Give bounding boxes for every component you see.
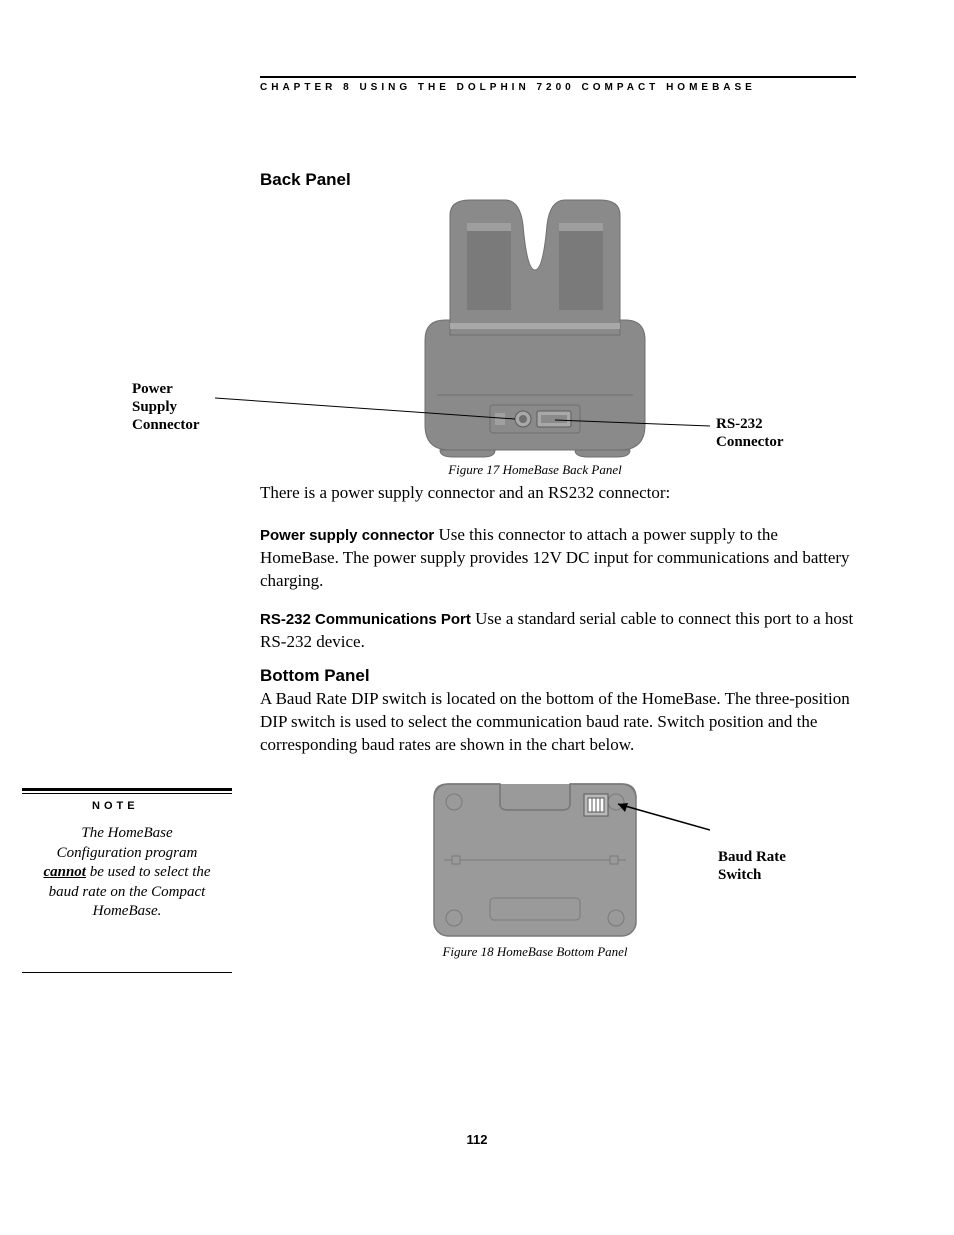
note-rule-bottom: [22, 972, 232, 973]
callout-baud-rate: Baud Rate Switch: [718, 848, 786, 884]
figure18-caption: Figure 18 HomeBase Bottom Panel: [430, 944, 640, 960]
note-header: NOTE: [22, 800, 232, 812]
callout-power-supply: Power Supply Connector: [132, 380, 200, 434]
note-line2: Configuration program: [57, 845, 198, 861]
figure17-caption: Figure 17 HomeBase Back Panel: [395, 462, 675, 478]
note-rule-top: [22, 788, 232, 791]
note-line3-rest: be used to select the: [86, 864, 211, 880]
note-cannot: cannot: [43, 864, 86, 880]
leader-line-left: [215, 395, 515, 425]
figure-bottom-panel: [430, 780, 640, 940]
para-rs232: RS-232 Communications Port Use a standar…: [260, 608, 856, 654]
heading-back-panel: Back Panel: [260, 170, 351, 190]
bottom-panel-svg: [430, 780, 640, 940]
para-bottom-panel: A Baud Rate DIP switch is located on the…: [260, 688, 856, 757]
note-line1: The HomeBase: [81, 825, 172, 841]
note-body: The HomeBase Configuration program canno…: [22, 824, 232, 922]
intro-text: There is a power supply connector and an…: [260, 482, 856, 505]
header-rule: [260, 76, 856, 78]
runin-rs232: RS-232 Communications Port: [260, 611, 471, 628]
leader-line-right: [555, 417, 710, 429]
page-number: 112: [0, 1132, 954, 1147]
running-header: CHAPTER 8 USING THE DOLPHIN 7200 COMPACT…: [260, 82, 856, 93]
note-line5: HomeBase.: [93, 903, 162, 919]
note-line4: baud rate on the Compact: [49, 884, 206, 900]
note-block: NOTE The HomeBase Configuration program …: [22, 788, 232, 973]
leader-arrow-baudrate: [610, 800, 710, 840]
page: CHAPTER 8 USING THE DOLPHIN 7200 COMPACT…: [0, 0, 954, 1235]
para-power-supply: Power supply connector Use this connecto…: [260, 524, 856, 593]
runin-power-supply: Power supply connector: [260, 527, 434, 544]
callout-rs232: RS-232 Connector: [716, 415, 784, 451]
note-rule-thin: [22, 793, 232, 794]
heading-bottom-panel: Bottom Panel: [260, 666, 370, 686]
